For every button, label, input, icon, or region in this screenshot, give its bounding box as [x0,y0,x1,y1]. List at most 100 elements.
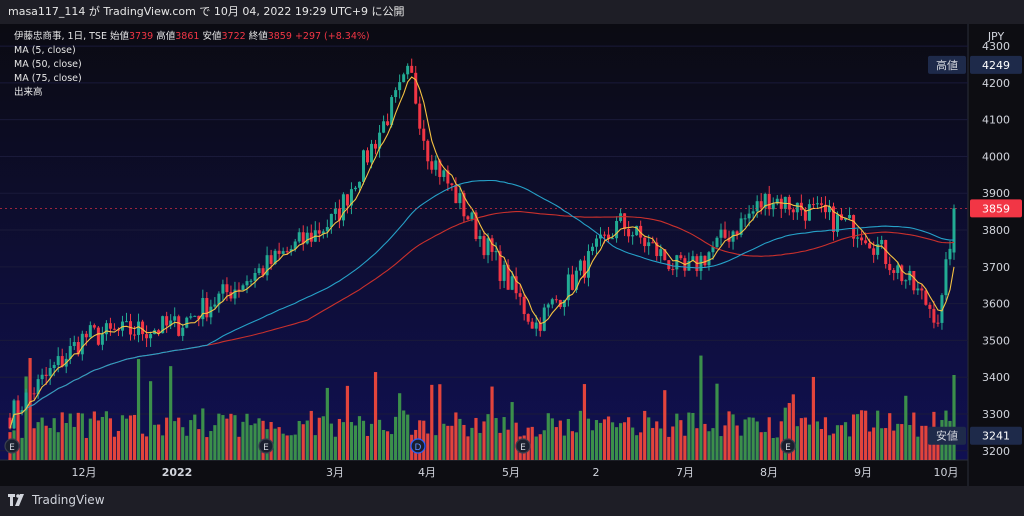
volume-bar [558,420,562,460]
volume-bar [667,436,671,460]
candle-body [366,150,370,163]
volume-bar [510,402,514,460]
volume-bar [458,418,462,460]
x-tick-label: 7月 [676,466,694,479]
candle-body [108,323,112,329]
candle-body [747,213,751,219]
volume-bar [100,416,104,460]
chart-canvas[interactable]: E E D E E 3200 3300 3400 3500 3600 3700 3800 3900 40… [0,24,1024,486]
low-tag-value: 3241 [982,430,1010,443]
volume-bar [361,420,366,460]
volume-bar [779,421,783,460]
currency-label: JPY [987,30,1005,43]
candle-body [361,150,365,182]
volume-bar [924,425,928,460]
candle-body [92,325,96,328]
legend-ma5[interactable]: MA (5, close) [14,45,76,56]
x-tick-label: 4月 [418,466,436,479]
candle-body [52,364,56,369]
candle-body [241,285,245,291]
volume-bar [795,426,799,460]
volume-bar [912,412,916,460]
candle-body [498,251,502,281]
volume-bar [502,417,506,460]
candle-body [402,74,406,83]
volume-bar [345,385,350,460]
candle-body [900,265,904,282]
volume-bar [880,428,884,460]
legend-ma50[interactable]: MA (50, close) [14,59,82,70]
candle-body [297,232,301,242]
volume-bar [598,422,603,460]
candle-body [478,236,482,240]
volume-bar [140,433,145,460]
footer: TradingView [0,486,1024,516]
volume-bar [313,435,317,460]
volume-bar [606,416,611,460]
volume-bar [394,416,398,460]
candle-body [715,237,719,247]
volume-bar [217,413,221,460]
volume-bar [538,434,542,460]
candle-body [141,321,145,335]
candle-body [514,276,518,294]
volume-bar [157,424,161,460]
volume-bar [305,420,309,460]
volume-bar [671,426,675,460]
event-marker: E [515,438,531,454]
candle-body [884,239,888,265]
candle-body [205,298,209,318]
candle-body [466,216,470,220]
candle-body [398,82,402,91]
candle-body [872,248,876,255]
candle-body [309,232,313,242]
candle-body [177,316,181,336]
candle-body [590,246,594,252]
volume-bar [864,410,868,460]
volume-bar [715,383,719,460]
price-chart[interactable]: E E D E E 3200 3300 3400 3500 3600 3700 3800 3900 40… [0,24,1024,486]
volume-bar [711,428,715,460]
volume-bar [610,422,615,460]
volume-bar [811,376,816,460]
candle-body [100,334,104,345]
volume-bar [594,420,599,460]
volume-bar [177,417,181,460]
y-tick-label: 3600 [982,298,1010,311]
volume-bar [369,423,374,460]
candle-body [502,264,506,281]
volume-bar [173,421,177,460]
volume-bar [892,430,896,460]
candle-body [229,292,233,299]
volume-bar [68,413,72,460]
x-tick-label: 8月 [760,466,778,479]
candle-body [896,265,900,273]
candle-body [490,238,494,252]
candle-body [20,410,24,413]
volume-bar [185,435,189,460]
volume-bar [900,424,904,460]
volume-bar [225,418,229,460]
tradingview-logo[interactable]: TradingView [8,493,105,507]
volume-bar [470,427,474,460]
legend-symbol: 伊藤忠商事, 1日, TSE [14,31,107,42]
candle-body [603,234,607,236]
volume-bar [153,424,157,460]
volume-bar [32,428,36,460]
candle-body [763,193,767,208]
price-axis-background [968,24,1024,486]
candle-body [671,269,675,271]
legend-ma75[interactable]: MA (75, close) [14,73,82,84]
candle-body [249,280,253,282]
volume-bar [494,418,498,460]
volume-bar [249,425,253,460]
volume-bar [209,431,213,460]
candle-body [888,264,892,271]
legend-volume[interactable]: 出来高 [14,87,43,98]
volume-bar [213,425,217,460]
volume-bar [189,420,193,460]
volume-bar [920,425,924,460]
y-tick-label: 4200 [982,77,1010,90]
volume-bar [763,431,767,460]
volume-bar [20,437,24,460]
